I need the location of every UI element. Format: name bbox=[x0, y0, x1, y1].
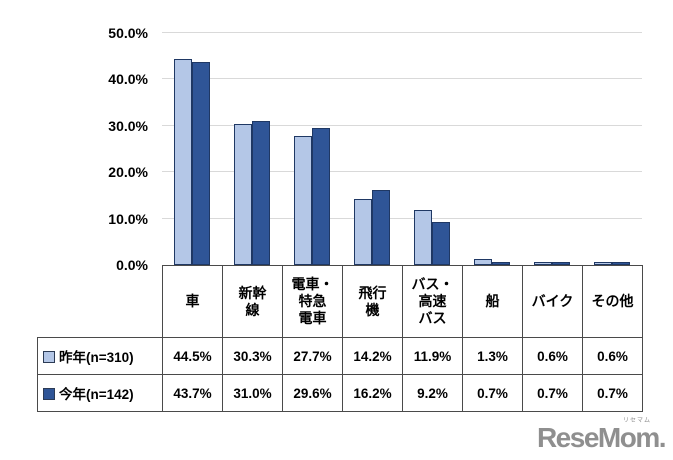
bar-last-year bbox=[474, 258, 492, 265]
y-tick-label: 30.0% bbox=[108, 117, 148, 134]
category-column bbox=[522, 33, 582, 265]
y-tick-label: 10.0% bbox=[108, 210, 148, 227]
value-cell: 16.2% bbox=[342, 374, 403, 412]
logo-ruby-text: リセマム bbox=[622, 418, 651, 424]
legend-cell: 昨年(n=310) bbox=[37, 337, 163, 375]
bar-last-year bbox=[354, 199, 372, 265]
category-header: 新幹 線 bbox=[222, 265, 283, 338]
bar-last-year bbox=[294, 136, 312, 265]
bar-last-year bbox=[594, 262, 612, 265]
y-tick-label: 50.0% bbox=[108, 25, 148, 41]
bar-this-year bbox=[612, 261, 630, 265]
gridline bbox=[162, 124, 642, 126]
value-cell: 1.3% bbox=[462, 337, 523, 375]
table-row: 今年(n=142) 43.7% 31.0% 29.6% 16.2% 9.2% 0.7% 0.7… bbox=[37, 374, 643, 412]
category-header: バス・ 高速 バス bbox=[402, 265, 463, 338]
category-header: 車 bbox=[162, 265, 223, 338]
bar-this-year bbox=[372, 189, 390, 265]
bar-last-year bbox=[234, 124, 252, 265]
bar-this-year bbox=[312, 127, 330, 265]
value-cell: 0.6% bbox=[522, 337, 583, 375]
logo-text: ReseMom. リセマム bbox=[536, 418, 667, 453]
category-column bbox=[582, 33, 642, 265]
category-column bbox=[282, 33, 342, 265]
category-header: 電車・ 特急 電車 bbox=[282, 265, 343, 338]
category-column bbox=[462, 33, 522, 265]
category-header: その他 bbox=[582, 265, 643, 338]
value-cell: 0.6% bbox=[582, 337, 643, 375]
y-tick-label: 20.0% bbox=[108, 164, 148, 181]
value-cell: 14.2% bbox=[342, 337, 403, 375]
value-cell: 30.3% bbox=[222, 337, 283, 375]
value-cell: 0.7% bbox=[462, 374, 523, 412]
value-cell: 29.6% bbox=[282, 374, 343, 412]
bar-last-year bbox=[414, 209, 432, 265]
logo-word: ReseMom bbox=[536, 422, 660, 453]
bar-last-year bbox=[174, 58, 192, 265]
table-row: 昨年(n=310) 44.5% 30.3% 27.7% 14.2% 11.9% 1.3% 0.… bbox=[37, 337, 643, 375]
value-cell: 11.9% bbox=[402, 337, 463, 375]
bar-this-year bbox=[492, 261, 510, 265]
bar-this-year bbox=[192, 62, 210, 265]
data-table: 車新幹 線電車・ 特急 電車 飛行 機バス・ 高速 バス船バイク その他昨年(n=3… bbox=[37, 265, 643, 412]
gridline bbox=[162, 78, 642, 80]
bar-last-year bbox=[534, 262, 552, 265]
value-cell: 27.7% bbox=[282, 337, 343, 375]
resemom-logo: ReseMom. リセマム bbox=[536, 418, 667, 453]
category-column bbox=[342, 33, 402, 265]
bars-layer bbox=[162, 33, 642, 265]
y-axis: 0.0% 10.0% 20.0% 30.0% 40.0% 50.0% bbox=[0, 25, 148, 273]
legend-swatch-icon bbox=[43, 388, 55, 400]
bar-this-year bbox=[552, 261, 570, 265]
category-column bbox=[222, 33, 282, 265]
bar-this-year bbox=[432, 222, 450, 265]
category-header: 飛行 機 bbox=[342, 265, 403, 338]
category-column bbox=[162, 33, 222, 265]
gridline bbox=[162, 171, 642, 173]
gridline bbox=[162, 32, 642, 33]
bar-this-year bbox=[252, 121, 270, 265]
gridline bbox=[162, 217, 642, 219]
value-cell: 43.7% bbox=[162, 374, 223, 412]
plot-area bbox=[162, 32, 642, 265]
value-cell: 44.5% bbox=[162, 337, 223, 375]
value-cell: 0.7% bbox=[582, 374, 643, 412]
value-cell: 31.0% bbox=[222, 374, 283, 412]
category-header: バイク bbox=[522, 265, 583, 338]
legend-label: 今年(n=142) bbox=[59, 387, 134, 402]
category-column bbox=[402, 33, 462, 265]
y-tick-label: 0.0% bbox=[116, 257, 148, 273]
table-corner-cell bbox=[38, 266, 163, 338]
value-cell: 9.2% bbox=[402, 374, 463, 412]
legend-label: 昨年(n=310) bbox=[59, 350, 134, 365]
category-header: 船 bbox=[462, 265, 523, 338]
legend-cell: 今年(n=142) bbox=[37, 374, 163, 412]
logo-dot: . bbox=[658, 422, 667, 453]
y-tick-label: 40.0% bbox=[108, 71, 148, 88]
legend-swatch-icon bbox=[43, 351, 55, 363]
value-cell: 0.7% bbox=[522, 374, 583, 412]
